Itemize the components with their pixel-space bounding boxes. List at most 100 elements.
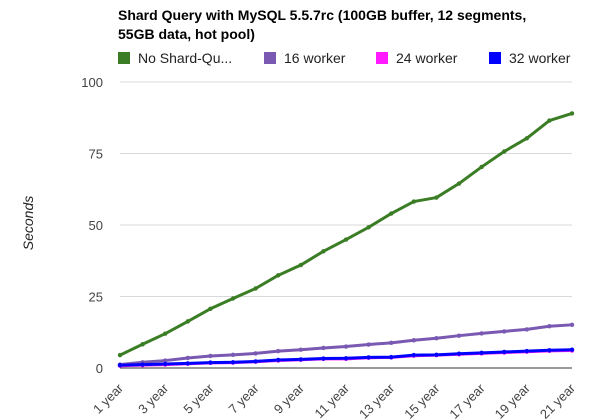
- chart-title: Shard Query with MySQL 5.5.7rc (100GB bu…: [118, 7, 526, 42]
- data-point: [185, 355, 190, 361]
- data-point: [321, 345, 326, 351]
- legend-swatch: [118, 52, 130, 64]
- data-point: [434, 352, 439, 358]
- data-point: [502, 349, 507, 355]
- x-tick-label: 3 year: [135, 380, 172, 417]
- data-point: [479, 350, 484, 356]
- data-point: [253, 359, 258, 364]
- data-point: [389, 354, 394, 360]
- data-point: [298, 357, 303, 362]
- data-point: [547, 324, 552, 329]
- data-point: [163, 361, 168, 367]
- y-tick-label: 100: [81, 75, 103, 90]
- data-point: [253, 351, 258, 356]
- x-tick-label: 17 year: [446, 380, 488, 419]
- data-point: [434, 336, 439, 341]
- data-point: [411, 352, 416, 358]
- y-tick-label: 50: [89, 218, 103, 233]
- gridlines: [120, 81, 572, 369]
- data-point: [569, 347, 575, 352]
- x-tick-label: 1 year: [90, 380, 127, 417]
- data-point: [208, 306, 213, 311]
- data-point: [502, 149, 507, 154]
- legend-label: 32 worker: [509, 50, 571, 66]
- data-point: [276, 273, 281, 278]
- data-point: [411, 199, 416, 204]
- data-point: [456, 351, 462, 356]
- x-tick-label: 9 year: [271, 380, 308, 417]
- data-point: [343, 356, 349, 361]
- data-point: [117, 352, 123, 358]
- data-point: [276, 357, 281, 363]
- data-point: [524, 327, 529, 332]
- data-point: [456, 333, 462, 338]
- x-tick-label: 15 year: [401, 380, 443, 419]
- data-point: [298, 347, 303, 352]
- data-point: [117, 362, 123, 368]
- data-point: [298, 262, 303, 268]
- data-point: [276, 348, 281, 354]
- data-point: [389, 211, 394, 216]
- data-point: [140, 362, 145, 367]
- data-point: [502, 329, 507, 334]
- data-point: [366, 342, 371, 347]
- legend-item: 24 worker: [376, 50, 458, 66]
- y-tick-label: 25: [89, 290, 103, 305]
- data-point: [366, 355, 371, 360]
- y-tick-label: 75: [89, 147, 103, 162]
- data-point: [389, 340, 394, 346]
- data-point: [524, 136, 529, 141]
- data-point: [321, 356, 326, 361]
- data-point: [343, 237, 349, 242]
- legend-item: No Shard-Qu...: [118, 50, 232, 66]
- data-point: [524, 348, 529, 354]
- data-point: [366, 225, 371, 230]
- data-point: [434, 195, 439, 200]
- legend-label: No Shard-Qu...: [138, 50, 232, 66]
- x-axis-ticks: 1 year 3 year 5 year 7 year 9 year 11 year 13 …: [90, 380, 579, 419]
- series-points: [117, 111, 575, 368]
- data-point: [140, 342, 145, 347]
- legend-swatch: [264, 52, 276, 64]
- data-point: [569, 322, 575, 328]
- x-tick-label: 5 year: [180, 380, 217, 417]
- data-point: [343, 344, 349, 349]
- legend-label: 16 worker: [284, 50, 346, 66]
- data-point: [208, 353, 213, 359]
- legend-item: 16 worker: [264, 50, 346, 66]
- y-axis-ticks: 0 25 50 75 100: [81, 75, 103, 376]
- data-point: [185, 319, 190, 324]
- x-tick-label: 19 year: [492, 380, 534, 419]
- chart-title-line-2: 55GB data, hot pool): [118, 26, 255, 42]
- data-point: [456, 181, 462, 186]
- legend-swatch: [489, 52, 501, 64]
- data-point: [479, 164, 484, 170]
- legend-swatch: [376, 52, 388, 64]
- data-point: [230, 360, 236, 365]
- data-point: [411, 338, 416, 343]
- data-point: [208, 360, 213, 365]
- data-point: [230, 352, 236, 358]
- x-tick-label: 11 year: [312, 380, 353, 419]
- chart-title-line-1: Shard Query with MySQL 5.5.7rc (100GB bu…: [118, 7, 526, 23]
- x-tick-label: 13 year: [356, 380, 398, 419]
- y-tick-label: 0: [96, 361, 103, 376]
- data-point: [185, 361, 190, 366]
- data-point: [230, 296, 236, 301]
- y-axis-label: Seconds: [20, 196, 36, 250]
- data-point: [163, 358, 168, 363]
- x-tick-label: 7 year: [226, 380, 263, 417]
- x-tick-label: 21 year: [537, 380, 579, 419]
- data-point: [253, 286, 258, 291]
- data-point: [547, 118, 552, 123]
- data-point: [547, 348, 552, 353]
- legend-label: 24 worker: [396, 50, 458, 66]
- legend: No Shard-Qu... 16 worker 24 worker 32 worke…: [118, 50, 571, 66]
- data-point: [163, 331, 168, 336]
- data-point: [321, 249, 326, 254]
- data-point: [569, 111, 575, 116]
- data-point: [479, 331, 484, 336]
- legend-item: 32 worker: [489, 50, 571, 66]
